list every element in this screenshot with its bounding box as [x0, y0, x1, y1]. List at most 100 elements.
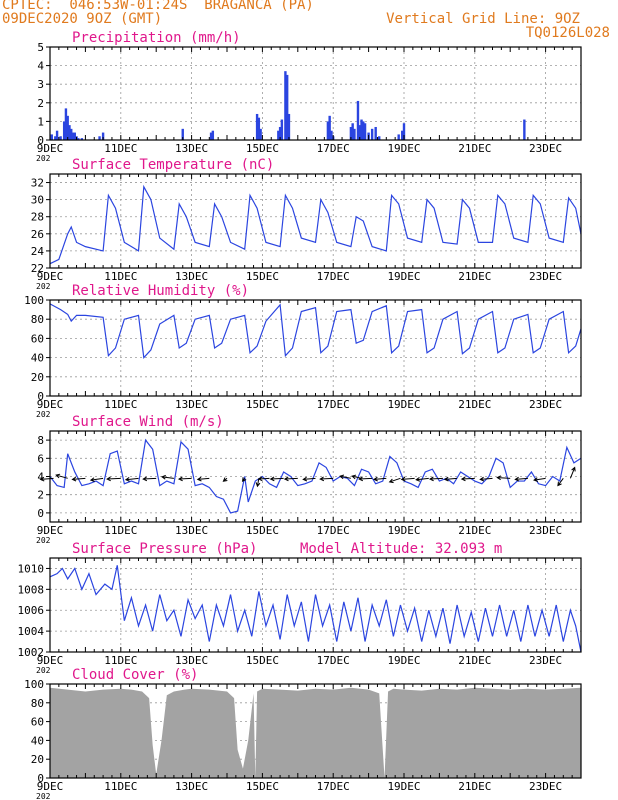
wind-vector-arrow — [196, 476, 210, 482]
y-tick-label: 32 — [31, 177, 44, 190]
x-tick-label: 23DEC — [529, 780, 562, 793]
x-tick-label: 23DEC — [529, 654, 562, 667]
wind-vector-arrow — [373, 476, 387, 482]
y-tick-label: 1004 — [18, 625, 45, 638]
x-tick-label: 23DEC — [529, 270, 562, 283]
precip-bar — [378, 136, 381, 140]
wind-vector-arrow — [89, 477, 104, 482]
x-tick-label: 11DEC — [104, 270, 137, 283]
x-tick-label: 15DEC — [246, 654, 279, 667]
y-tick-label: 0 — [37, 772, 44, 785]
precip-bar — [50, 134, 53, 140]
y-tick-label: 1006 — [18, 604, 45, 617]
x-year-label: 202 — [36, 666, 51, 675]
x-tick-label: 17DEC — [317, 142, 350, 155]
wind-vector-arrow — [55, 473, 68, 479]
x-tick-label: 19DEC — [387, 270, 420, 283]
x-tick-label: 23DEC — [529, 524, 562, 537]
precip-bar — [62, 121, 66, 140]
series-line — [49, 565, 582, 653]
y-tick-label: 2 — [37, 489, 44, 502]
y-tick-label: 30 — [31, 194, 44, 207]
x-tick-label: 19DEC — [387, 142, 420, 155]
x-tick-label: 11DEC — [104, 142, 137, 155]
panel-1: 0 1 2 3 4 5 9DEC 11DEC 13DEC 15DEC 17DEC 19DEC 21DEC… — [36, 30, 582, 163]
x-tick-label: 23DEC — [529, 142, 562, 155]
precip-bar — [73, 132, 76, 140]
x-tick-label: 19DEC — [387, 654, 420, 667]
y-tick-label: 4 — [37, 60, 44, 73]
y-tick-label: 1 — [37, 115, 44, 128]
x-tick-label: 11DEC — [104, 524, 137, 537]
x-tick-label: 13DEC — [175, 398, 208, 411]
precip-bar — [54, 136, 57, 140]
x-tick-label: 15DEC — [246, 398, 279, 411]
x-tick-label: 9DEC — [37, 524, 64, 537]
wind-vector-arrow — [358, 476, 373, 482]
x-tick-label: 15DEC — [246, 270, 279, 283]
precip-bar — [363, 123, 367, 140]
precip-bar — [259, 128, 262, 140]
precip-bar — [287, 113, 291, 140]
y-tick-label: 80 — [31, 313, 44, 326]
x-tick-label: 23DEC — [529, 398, 562, 411]
panel-3: 0 20 40 60 80 100 9DEC 11DEC 13DEC 15DEC 17DEC 19DE… — [24, 283, 582, 419]
panel-title: Surface Temperature (nC) — [72, 157, 274, 173]
y-tick-label: 0 — [37, 134, 44, 147]
x-year-label: 202 — [36, 536, 51, 545]
y-tick-label: 60 — [31, 716, 44, 729]
wind-vector-arrow — [415, 477, 429, 482]
x-year-label: 202 — [36, 282, 51, 291]
precip-bar — [209, 132, 213, 140]
precip-bar — [402, 123, 406, 140]
series-line — [49, 438, 582, 514]
wind-vector-arrow — [351, 474, 362, 480]
x-year-label: 202 — [36, 410, 51, 419]
precip-bar — [523, 119, 526, 140]
precip-bar — [328, 115, 331, 140]
precip-bar — [277, 130, 280, 140]
precip-bar — [360, 119, 363, 140]
precip-bar — [374, 126, 377, 140]
precip-bar — [362, 121, 365, 140]
x-tick-label: 11DEC — [104, 398, 137, 411]
wind-vector-arrow — [142, 476, 157, 482]
wind-vector-arrow — [443, 476, 458, 482]
precip-bar — [255, 113, 259, 140]
grid-line-note: Vertical Grid Line: 9OZ — [386, 11, 580, 27]
x-year-label: 202 — [36, 154, 51, 163]
y-tick-label: 40 — [31, 734, 44, 747]
precip-bar — [358, 125, 361, 140]
panel-frame — [49, 173, 582, 269]
y-tick-label: 1010 — [18, 562, 45, 575]
precip-bar — [77, 138, 80, 140]
precip-bar — [55, 130, 59, 140]
precip-bar — [353, 128, 356, 140]
precip-bar — [71, 132, 75, 140]
x-tick-label: 21DEC — [458, 654, 491, 667]
wind-vector-arrow — [533, 477, 546, 482]
y-tick-label: 4 — [37, 471, 44, 484]
x-tick-label: 9DEC — [37, 780, 64, 793]
y-tick-label: 1002 — [18, 646, 45, 659]
precip-bar — [284, 71, 287, 140]
wind-vector-arrow — [177, 476, 192, 482]
x-tick-label: 17DEC — [317, 524, 350, 537]
y-tick-label: 20 — [31, 753, 44, 766]
y-tick-label: 24 — [31, 245, 45, 258]
x-tick-label: 9DEC — [37, 654, 64, 667]
wind-vector-arrow — [514, 476, 528, 482]
wind-vector-arrow — [496, 475, 511, 481]
precip-bar — [66, 115, 69, 140]
precip-bar — [285, 74, 289, 140]
x-tick-label: 13DEC — [175, 780, 208, 793]
x-tick-label: 11DEC — [104, 780, 137, 793]
x-tick-label: 19DEC — [387, 780, 420, 793]
wind-vector-arrow — [269, 476, 284, 482]
precip-bar — [280, 119, 284, 140]
x-tick-label: 15DEC — [246, 142, 279, 155]
panel-2: 22 24 26 28 30 32 9DEC 11DEC 13DEC 15DEC 17DEC 19DE… — [31, 157, 582, 291]
wind-vector-arrow — [428, 476, 443, 482]
y-tick-label: 60 — [31, 332, 44, 345]
